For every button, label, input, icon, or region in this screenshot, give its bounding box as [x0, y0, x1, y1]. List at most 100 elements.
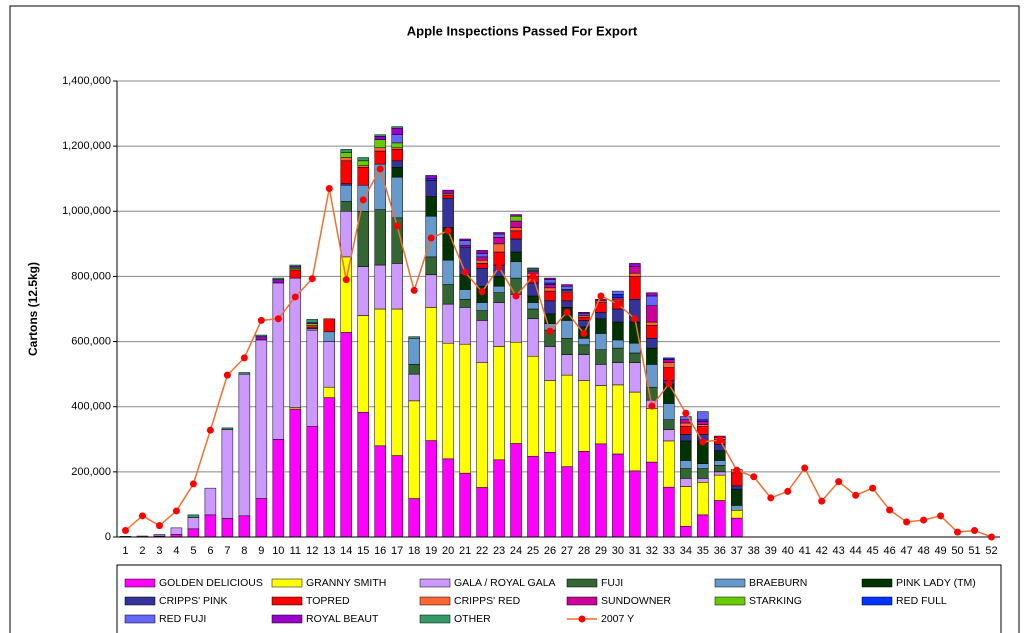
x-tick-label: 50 — [951, 545, 963, 557]
x-tick-label: 38 — [748, 545, 760, 557]
bar-segment — [476, 320, 488, 363]
line-marker — [325, 184, 333, 192]
bar-segment — [697, 478, 709, 483]
line-marker — [189, 480, 197, 488]
bar-segment — [527, 302, 539, 310]
bar-segment — [306, 319, 319, 323]
bar-segment — [476, 263, 488, 269]
bar-segment — [646, 347, 658, 365]
legend-label: GOLDEN DELICIOUS — [159, 577, 263, 589]
bar-segment — [714, 465, 726, 473]
bar-segment — [561, 284, 573, 287]
bar-segment — [459, 289, 471, 300]
line-series — [124, 167, 992, 538]
x-tick-label: 20 — [442, 545, 454, 557]
legend-swatch — [714, 596, 746, 606]
bar-segment — [714, 450, 726, 461]
line-marker — [359, 196, 367, 204]
line-marker — [223, 371, 231, 379]
bar-segment — [544, 284, 556, 289]
line-marker — [648, 402, 656, 410]
bar-segment — [680, 434, 692, 442]
bar-segment — [493, 232, 505, 235]
bar-segment — [272, 277, 285, 280]
legend-label: CRIPPS' PINK — [159, 595, 228, 607]
bar-segment — [459, 307, 471, 345]
bar-segment — [578, 451, 590, 538]
x-tick-label: 24 — [510, 545, 522, 557]
line-marker — [427, 234, 435, 242]
bar-segment — [476, 362, 488, 488]
x-tick-label: 47 — [900, 545, 912, 557]
legend-swatch — [419, 614, 451, 624]
bar-segment — [544, 277, 556, 280]
bar-segment — [714, 500, 726, 538]
y-tick-label: 800,000 — [71, 270, 111, 282]
bar-segment — [340, 201, 352, 212]
line-marker — [291, 293, 299, 301]
bar-segment — [595, 443, 607, 538]
bar-segment — [340, 152, 352, 158]
x-tick-label: 52 — [985, 545, 997, 557]
x-tick-label: 13 — [323, 545, 335, 557]
legend-label: CRIPPS' RED — [454, 595, 521, 607]
bar-segment — [425, 180, 437, 197]
bar-segment — [289, 408, 302, 538]
line-marker — [886, 506, 894, 514]
bar-segment — [510, 220, 522, 228]
bar-segment — [442, 189, 454, 194]
bar-segment — [510, 214, 522, 217]
bar-segment — [510, 215, 522, 222]
bar-segment — [578, 312, 590, 315]
x-tick-label: 31 — [629, 545, 641, 557]
bar-segment — [646, 321, 658, 326]
bar-segment — [187, 517, 200, 530]
x-tick-label: 21 — [459, 545, 471, 557]
bar-segment — [408, 498, 420, 538]
bar-segment — [663, 419, 675, 430]
bar-segment — [697, 426, 709, 435]
bar-segment — [425, 440, 437, 538]
x-tick-label: 9 — [258, 545, 264, 557]
legend-swatch — [419, 596, 451, 606]
line-marker — [801, 464, 809, 472]
x-tick-label: 40 — [782, 545, 794, 557]
bar-segment — [493, 285, 505, 293]
bar-segment — [187, 528, 200, 538]
bar-segment — [527, 295, 539, 303]
x-tick-label: 19 — [425, 545, 437, 557]
bar-segment — [680, 526, 692, 538]
bar-segment — [646, 338, 658, 349]
line-marker — [580, 329, 588, 337]
bar-segment — [476, 268, 488, 287]
bar-segment — [340, 256, 352, 333]
line-marker — [172, 507, 180, 515]
bar-segment — [255, 339, 268, 499]
x-tick-label: 45 — [867, 545, 879, 557]
bar-segment — [629, 391, 641, 472]
bar-segment — [663, 403, 675, 420]
bar-segment — [153, 534, 166, 537]
x-tick-label: 22 — [476, 545, 488, 557]
bar-segment — [476, 250, 488, 254]
bar-segment — [544, 452, 556, 538]
legend-swatch — [271, 614, 303, 624]
bar-segment — [612, 308, 624, 323]
bar-segment — [510, 443, 522, 538]
bar-segment — [697, 514, 709, 538]
bar-segment — [374, 147, 386, 152]
x-tick-label: 27 — [561, 545, 573, 557]
line-marker — [342, 276, 350, 284]
line-marker — [529, 272, 537, 280]
bar-segment — [306, 426, 319, 538]
bar-segment — [459, 298, 471, 308]
x-tick-label: 8 — [241, 545, 247, 557]
bar-segment — [476, 256, 488, 261]
bar-segment — [697, 482, 709, 516]
x-tick-label: 46 — [884, 545, 896, 557]
bar-segment — [340, 184, 352, 202]
x-tick-label: 4 — [173, 545, 179, 557]
line-marker — [308, 275, 316, 283]
bar-segment — [646, 295, 658, 306]
